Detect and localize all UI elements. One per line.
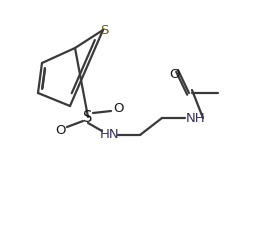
Text: S: S: [83, 110, 93, 124]
Text: O: O: [170, 68, 180, 82]
Text: O: O: [55, 124, 65, 136]
Text: HN: HN: [100, 128, 120, 142]
Text: NH: NH: [186, 112, 206, 124]
Text: O: O: [113, 101, 123, 115]
Text: S: S: [100, 24, 108, 36]
